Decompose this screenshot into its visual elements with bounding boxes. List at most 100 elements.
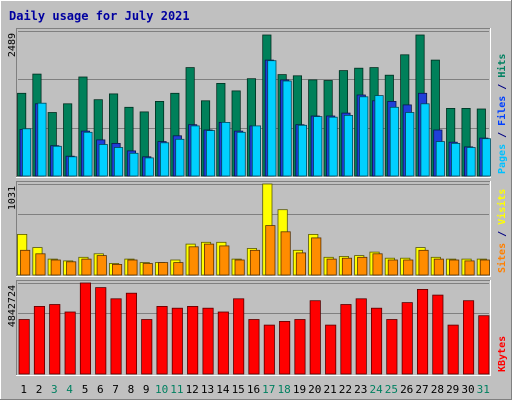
bar-sites-day-20 [311,237,322,276]
bar-sites-day-21 [326,258,337,276]
bar-kbytes-day-9 [141,319,153,375]
x-tick-label: 17 [262,383,275,396]
bar-kbytes-day-16 [248,319,260,375]
bar-sites-day-14 [219,245,230,276]
legend-entry: Pages [497,144,508,174]
x-tick-label: 5 [82,383,89,396]
bar-kbytes-day-3 [49,304,61,375]
panel-max-label: 1031 [7,186,18,210]
x-tick-label: 21 [323,383,336,396]
bar-kbytes-day-14 [217,311,229,375]
x-tick-label: 24 [369,383,383,396]
bar-pages-day-5 [83,131,93,177]
bar-sites-day-12 [188,246,199,276]
bar-kbytes-day-23 [355,298,367,375]
bars-top [17,34,491,177]
x-tick-label: 22 [339,383,352,396]
bar-kbytes-day-6 [95,287,107,375]
bar-sites-day-26 [403,259,414,276]
x-tick-label: 15 [232,383,245,396]
bar-kbytes-day-7 [110,298,122,375]
bar-sites-day-13 [203,243,215,276]
bar-kbytes-day-24 [370,307,383,375]
bar-sites-day-10 [157,262,169,276]
panel-top: 2489 Pages / Files / Hits [7,28,508,178]
bar-pages-day-20 [313,116,323,177]
bar-sites-day-17 [265,225,276,276]
bar-pages-day-11 [175,138,185,177]
bar-kbytes-day-22 [340,304,352,375]
bar-sites-day-7 [112,263,123,276]
bar-kbytes-day-1 [18,319,30,375]
bar-sites-day-22 [341,257,352,276]
legend-entry: / [497,78,508,96]
x-tick-label: 11 [170,383,183,396]
x-tick-label: 1 [20,383,27,396]
x-tick-label: 3 [51,383,58,396]
bar-sites-day-24 [372,253,383,276]
bar-kbytes-day-30 [462,300,475,375]
bar-pages-day-17 [267,60,277,177]
bar-pages-day-2 [37,102,47,177]
bar-kbytes-day-15 [233,298,245,375]
bar-sites-day-2 [35,253,46,276]
bar-kbytes-day-25 [386,319,398,375]
legend-entry: Visits [496,189,508,225]
bar-kbytes-day-26 [401,302,413,375]
bar-pages-day-22 [343,115,353,177]
bar-pages-day-29 [451,142,461,177]
x-tick-label: 28 [431,383,444,396]
bar-sites-day-3 [50,259,61,276]
bar-sites-day-28 [433,258,444,276]
bar-pages-day-15 [236,131,246,177]
bar-pages-day-28 [435,141,445,177]
bar-pages-day-1 [22,128,32,177]
bar-pages-day-25 [389,106,399,177]
bars-bottom [18,282,490,375]
x-tick-label: 2 [36,383,43,396]
bar-sites-day-1 [20,249,31,276]
bar-pages-day-21 [328,116,338,177]
bar-kbytes-day-11 [171,307,183,375]
bar-sites-day-8 [127,259,138,276]
bar-pages-day-12 [190,125,200,177]
bar-pages-day-4 [68,156,78,177]
panel-middle: 1031 Sites / Visits [7,181,508,277]
bar-kbytes-day-2 [33,305,45,375]
bar-kbytes-day-20 [309,300,321,375]
bar-sites-day-15 [234,259,245,276]
x-tick-label: 23 [354,383,367,396]
x-tick-label: 30 [461,383,474,396]
x-tick-label: 19 [293,383,306,396]
bar-kbytes-day-31 [478,315,490,375]
x-tick-label: 26 [400,383,413,396]
panel-legend: KBytes [497,336,508,372]
bar-pages-day-16 [251,125,262,177]
x-tick-label: 12 [186,383,199,396]
bar-sites-day-9 [142,263,153,276]
x-tick-label: 31 [477,383,490,396]
bars-middle [17,183,490,276]
x-tick-label: 10 [155,383,168,396]
bar-pages-day-30 [466,147,476,177]
bar-sites-day-27 [418,249,429,276]
x-tick-label: 20 [308,383,321,396]
bar-kbytes-day-29 [447,324,459,375]
x-tick-label: 7 [112,383,119,396]
bar-kbytes-day-13 [202,307,214,375]
chart-title: Daily usage for July 2021 [9,9,190,23]
bar-kbytes-day-27 [416,288,429,375]
bar-kbytes-day-19 [294,319,306,375]
panel-legend: Pages / Files / Hits [496,54,508,174]
bar-pages-day-18 [282,80,292,177]
bar-pages-day-8 [129,152,139,177]
bar-kbytes-day-12 [187,305,199,375]
bar-sites-day-29 [449,259,460,276]
bar-sites-day-5 [81,258,92,276]
bar-pages-day-13 [205,130,216,177]
bar-pages-day-14 [221,122,231,177]
x-tick-label: 18 [277,383,290,396]
bar-pages-day-31 [481,138,491,177]
